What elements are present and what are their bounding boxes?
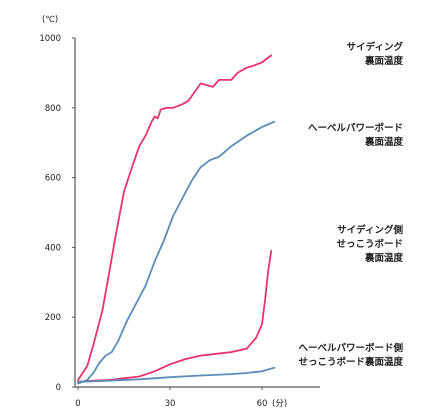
series-line [77,250,273,383]
y-tick-group: 0 200 400 600 800 1000 [39,34,75,393]
series-label-line: サイディング側 [337,224,403,236]
x-tick-label: 60 [257,399,268,409]
series-label: サイディング側せっこうボード裏面温度 [336,224,403,264]
y-tick-label: 600 [45,174,61,184]
series-label-line: せっこうボード [336,238,403,250]
y-tick-label: 200 [45,313,61,323]
series-label-line: へーベルパワーボード側 [298,342,403,354]
x-unit-label: (分) [272,399,287,409]
series-group [77,54,276,385]
y-tick-label: 0 [56,383,61,393]
series-label-line: へーベルパワーボード [308,122,403,134]
x-tick-group: 0 30 60 [75,387,267,409]
y-unit-label: (℃) [42,15,58,25]
y-tick-label: 1000 [39,34,61,44]
series-label-line: 裏面温度 [364,252,404,264]
series-label: へーベルパワーボード裏面温度 [308,122,404,148]
series-label-line: せっこうボード裏面温度 [298,356,403,368]
series-label-group: サイディング裏面温度へーベルパワーボード裏面温度サイディング側せっこうボード裏面… [298,41,403,368]
y-tick-label: 800 [45,104,61,114]
x-tick-label: 0 [75,399,80,409]
x-tick-label: 30 [165,399,176,409]
series-line [77,366,276,383]
series-line [77,120,276,385]
series-label: サイディング裏面温度 [347,41,404,67]
series-label-line: サイディング [347,41,404,53]
y-tick-label: 400 [45,243,61,253]
series-line [77,54,273,381]
series-label-line: 裏面温度 [364,136,404,148]
series-label: へーベルパワーボード側せっこうボード裏面温度 [298,342,403,368]
series-label-line: 裏面温度 [364,55,404,67]
